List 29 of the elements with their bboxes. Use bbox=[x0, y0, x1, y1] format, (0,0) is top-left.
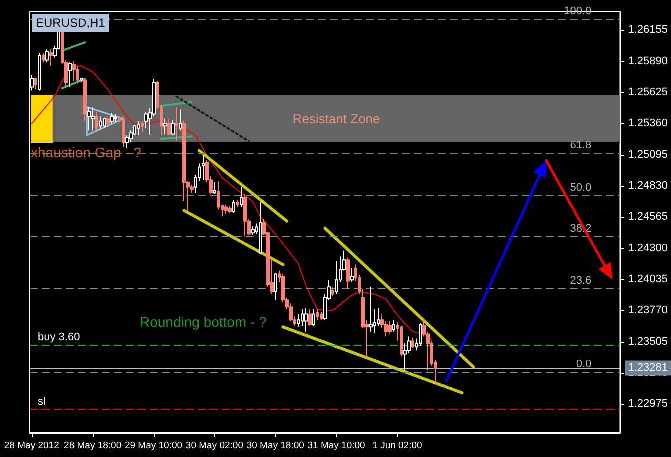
y-tick-label: 1.23770 bbox=[628, 304, 668, 317]
y-tick-label: 1.24830 bbox=[628, 180, 668, 192]
y-tick-label: 1.23505 bbox=[628, 336, 668, 348]
x-tick-label: 1 Jun 02:00 bbox=[372, 440, 422, 452]
y-tick-label: 1.25360 bbox=[628, 118, 668, 130]
ref-line-label: 1.23281 bbox=[628, 362, 668, 374]
x-tick-label: 29 May 10:00 bbox=[124, 440, 183, 452]
x-tick-label: 30 May 02:00 bbox=[186, 440, 244, 452]
y-tick-label: 1.24565 bbox=[628, 211, 668, 224]
ref-line-label: buy 3.60 bbox=[38, 331, 80, 344]
band-label: Resistant Zone bbox=[292, 112, 380, 127]
x-tick-label: 31 May 10:00 bbox=[308, 440, 366, 452]
y-tick-label: 1.22975 bbox=[628, 398, 668, 410]
y-tick-label: 1.24035 bbox=[628, 274, 668, 286]
annotation: 50.0 bbox=[570, 182, 592, 194]
x-tick-label: 28 May 2012 bbox=[4, 440, 60, 452]
y-tick-label: 1.25890 bbox=[628, 55, 668, 68]
y-tick-label: 1.25095 bbox=[628, 148, 668, 161]
y-tick-label: 1.26155 bbox=[628, 24, 668, 36]
x-tick-label: 30 May 18:00 bbox=[246, 440, 304, 452]
annotation: 0.0 bbox=[576, 358, 592, 370]
x-tick-label: 28 May 18:00 bbox=[64, 440, 122, 452]
annotation: 61.8 bbox=[570, 140, 592, 152]
y-tick-label: 1.25625 bbox=[628, 86, 668, 99]
y-tick-label: 1.24300 bbox=[628, 242, 668, 254]
annotation: Rounding bottom - ? bbox=[140, 314, 268, 330]
annotation: 23.6 bbox=[570, 274, 592, 287]
ref-line-label: sl bbox=[38, 396, 46, 408]
chart-title: EURUSD,H1 bbox=[36, 16, 106, 30]
